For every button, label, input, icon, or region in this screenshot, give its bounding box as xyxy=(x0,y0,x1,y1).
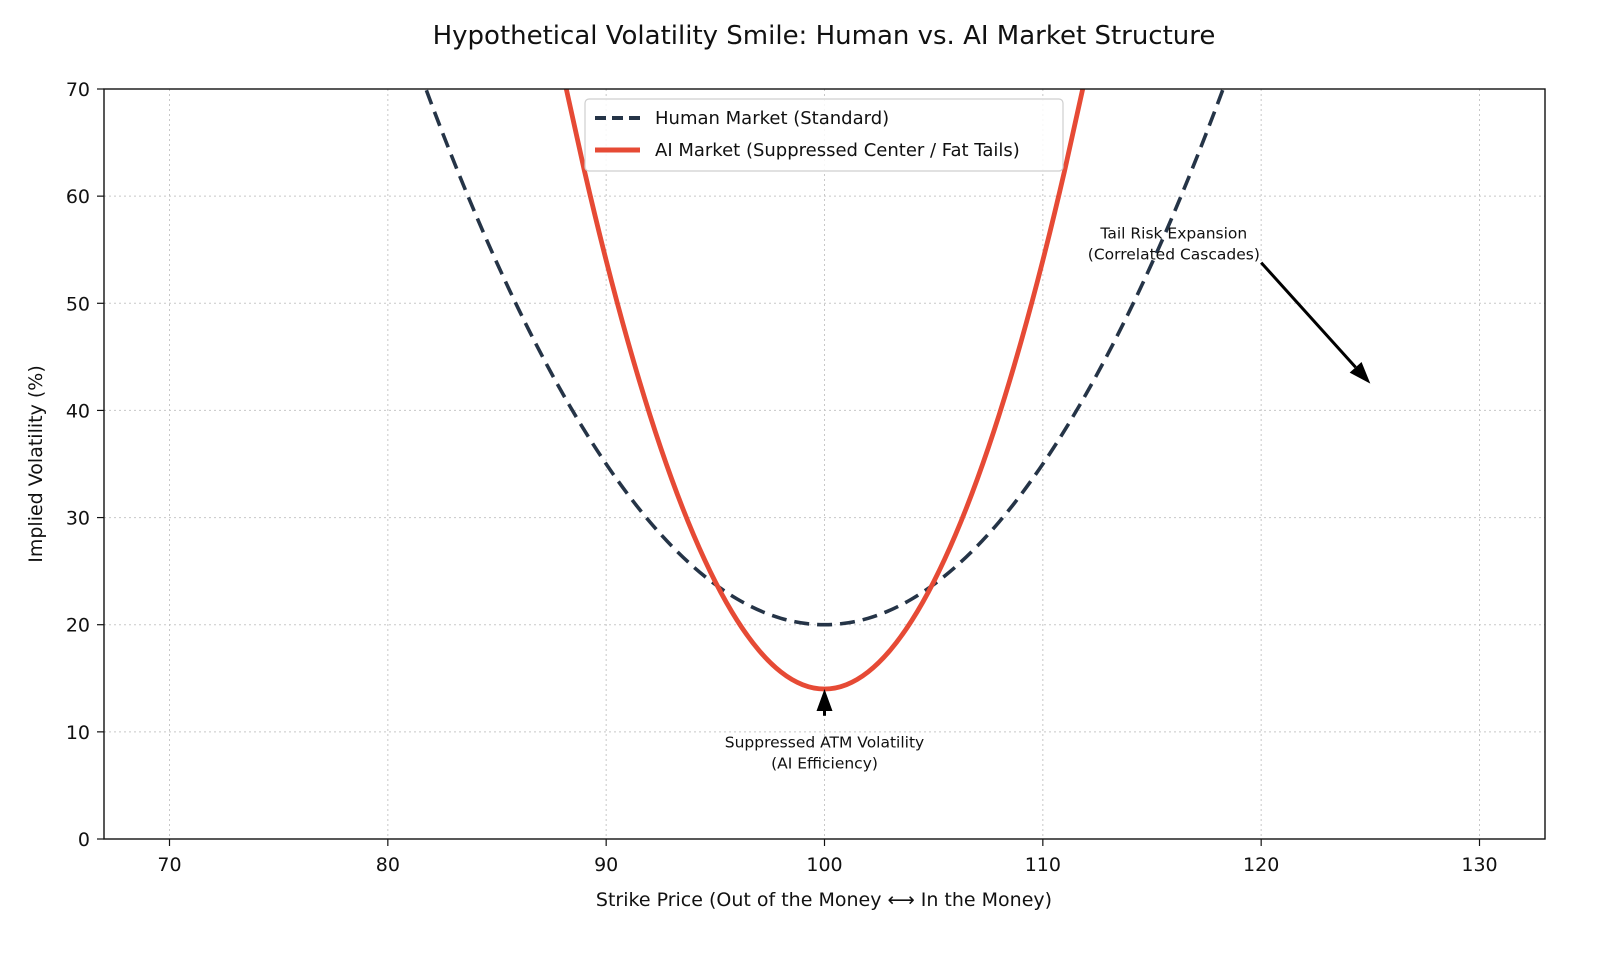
y-tick-label: 20 xyxy=(66,615,90,637)
legend-box xyxy=(584,98,1064,172)
annotation-text-tail: (Correlated Cascades) xyxy=(1088,246,1260,264)
annotation-arrow-head-atm xyxy=(816,689,833,711)
legend-label-human-market: Human Market (Standard) xyxy=(655,108,889,129)
x-axis-label: Strike Price (Out of the Money ⟷ In the … xyxy=(596,889,1052,911)
y-tick-label: 0 xyxy=(78,829,90,851)
annotation-text-atm: (AI Efficiency) xyxy=(771,755,878,773)
y-tick-label: 30 xyxy=(66,508,90,530)
y-axis: 0 10 20 30 40 50 60 70 xyxy=(66,79,104,851)
chart-title: Hypothetical Volatility Smile: Human vs.… xyxy=(433,21,1216,51)
y-tick-label: 50 xyxy=(66,293,90,315)
x-tick-label: 100 xyxy=(806,854,842,876)
x-tick-label: 130 xyxy=(1461,854,1497,876)
x-axis: 70 80 90 100 110 120 130 xyxy=(157,839,1498,876)
annotations: Suppressed ATM Volatility (AI Efficiency)… xyxy=(725,225,1371,773)
y-tick-label: 60 xyxy=(66,186,90,208)
x-tick-label: 80 xyxy=(376,854,400,876)
annotation-text-tail: Tail Risk Expansion xyxy=(1099,225,1247,243)
annotation-text-atm: Suppressed ATM Volatility xyxy=(725,734,924,752)
legend-label-ai-market: AI Market (Suppressed Center / Fat Tails… xyxy=(655,140,1020,161)
legend: Human Market (Standard) AI Market (Suppr… xyxy=(584,98,1064,172)
series-line-human-market xyxy=(424,89,1225,627)
y-tick-label: 40 xyxy=(66,400,90,422)
x-tick-label: 90 xyxy=(594,854,618,876)
x-tick-label: 110 xyxy=(1025,854,1061,876)
x-tick-label: 120 xyxy=(1243,854,1279,876)
y-tick-label: 10 xyxy=(66,722,90,744)
x-tick-label: 70 xyxy=(157,854,181,876)
y-axis-label: Implied Volatility (%) xyxy=(25,365,47,563)
annotation-arrow-shaft-tail xyxy=(1260,261,1357,369)
annotation-arrow-head-tail xyxy=(1349,361,1371,384)
y-tick-label: 70 xyxy=(66,79,90,101)
